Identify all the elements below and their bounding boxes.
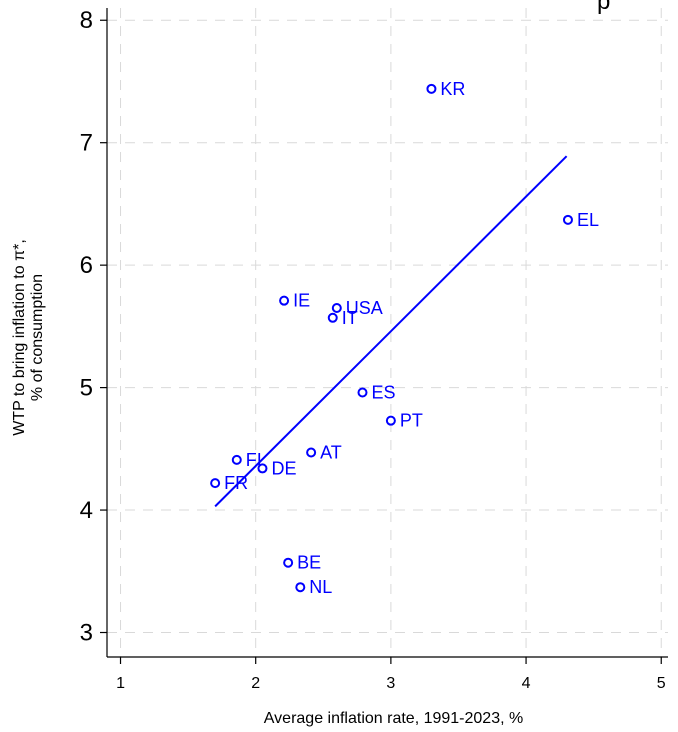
data-point	[562, 214, 573, 225]
y-tick-label: 3	[80, 620, 93, 647]
x-tick-label: 4	[522, 675, 531, 692]
data-point	[295, 582, 306, 593]
x-axis-title: Average inflation rate, 1991-2023, %	[264, 710, 523, 727]
fit-line-layer	[214, 155, 568, 508]
point-label: IE	[293, 291, 310, 311]
data-point	[210, 478, 221, 489]
fit-line	[214, 155, 568, 508]
point-label: FI	[246, 450, 262, 470]
data-point	[257, 463, 268, 474]
point-label: FR	[224, 473, 248, 493]
data-point	[283, 557, 294, 568]
data-point	[279, 295, 290, 306]
point-label: DE	[271, 458, 296, 478]
data-point	[357, 387, 368, 398]
x-tick-label: 5	[657, 675, 666, 692]
y-tick-label: 8	[80, 7, 93, 34]
y-tick-label: 4	[80, 497, 93, 524]
x-tick-label: 3	[386, 675, 395, 692]
data-point	[231, 454, 242, 465]
point-label: NL	[309, 577, 332, 597]
point-label: ES	[371, 383, 395, 403]
point-label: PT	[400, 411, 423, 431]
gridlines	[107, 8, 668, 657]
data-point	[426, 83, 437, 94]
point-label: BE	[297, 553, 321, 573]
y-axis-title-line2: % of consumption	[29, 274, 46, 401]
point-label: IT	[342, 308, 358, 328]
point-label: EL	[577, 210, 599, 230]
point-label: KR	[440, 79, 465, 99]
data-point	[331, 303, 342, 314]
point-label: AT	[320, 443, 342, 463]
y-axis-title-line1: WTP to bring inflation to π*,	[11, 239, 28, 436]
axes: 1 2 3 4 5 3 4 5 6 7 8	[80, 7, 668, 692]
data-point	[385, 415, 396, 426]
point-label: USA	[346, 298, 383, 318]
y-tick-label: 6	[80, 252, 93, 279]
y-tick-label: 5	[80, 375, 93, 402]
x-tick-label: 1	[116, 675, 125, 692]
data-point	[327, 312, 338, 323]
x-tick-label: 2	[251, 675, 260, 692]
chart-title-fragment: p	[597, 0, 610, 15]
y-tick-label: 7	[80, 130, 93, 157]
data-point	[306, 447, 317, 458]
